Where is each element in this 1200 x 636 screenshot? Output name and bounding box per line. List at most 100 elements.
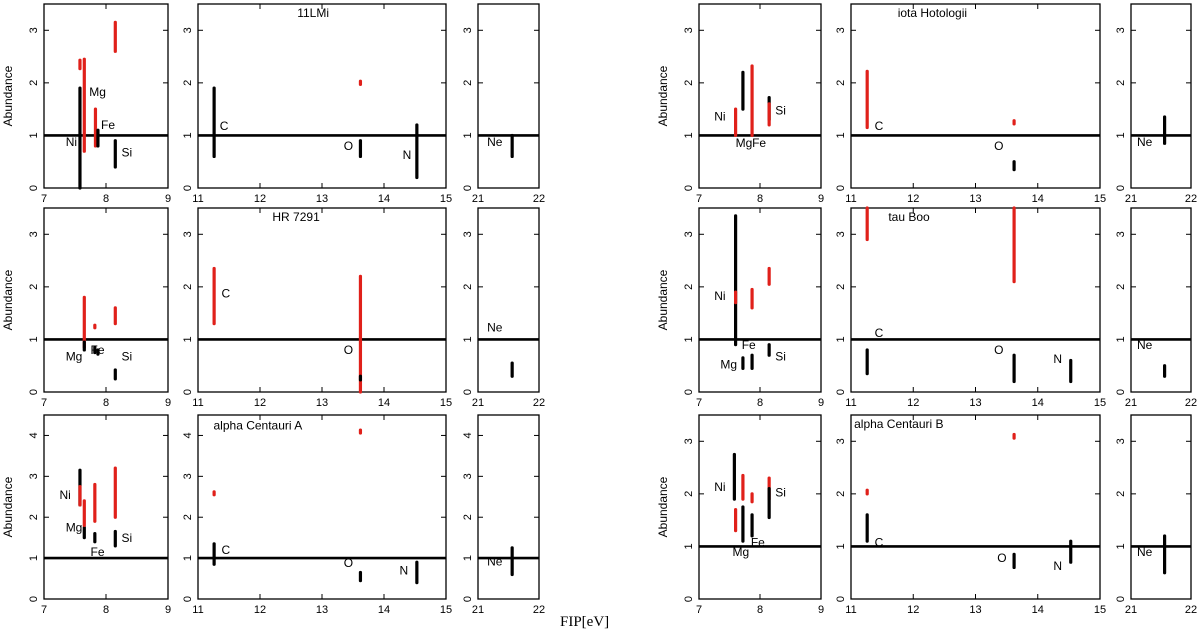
- x-tick-label: 21: [1125, 397, 1137, 409]
- x-tick-label: 13: [316, 193, 328, 205]
- x-tick-label: 15: [440, 604, 452, 616]
- x-tick-label: 22: [1185, 397, 1197, 409]
- element-label: N: [403, 148, 412, 162]
- x-tick-label: 22: [533, 397, 545, 409]
- x-tick-label: 14: [1032, 397, 1044, 409]
- y-tick-label: 3: [28, 473, 40, 479]
- y-tick-label: 1: [462, 555, 474, 561]
- y-tick-label: 0: [28, 389, 40, 395]
- x-tick-label: 13: [969, 397, 981, 409]
- x-tick-label: 8: [757, 397, 763, 409]
- x-tick-label: 22: [1185, 193, 1197, 205]
- y-tick-label: 0: [182, 185, 194, 191]
- x-tick-label: 7: [696, 604, 702, 616]
- y-tick-label: 0: [683, 185, 695, 191]
- x-tick-label: 12: [254, 397, 266, 409]
- element-label: Mg: [89, 85, 106, 99]
- element-label: Ne: [487, 554, 503, 568]
- panel-frame: [1130, 3, 1192, 189]
- x-tick-label: 14: [1032, 604, 1044, 616]
- y-tick-label: 1: [462, 132, 474, 138]
- element-label: Ne: [487, 321, 503, 335]
- x-tick-label: 7: [696, 397, 702, 409]
- x-tick-label: 22: [533, 193, 545, 205]
- y-tick-label: 1: [182, 132, 194, 138]
- panel-c: 21 22 0 1 2 3 Ne: [1115, 414, 1197, 616]
- y-tick-label: 3: [1115, 27, 1127, 33]
- x-tick-label: 9: [165, 397, 171, 409]
- panel-c: 21 22 0 1 2 3 Ne: [1115, 3, 1197, 205]
- y-tick-label: 0: [462, 389, 474, 395]
- x-tick-label: 8: [103, 193, 109, 205]
- y-tick-label: 3: [1115, 438, 1127, 444]
- y-tick-label: 2: [462, 284, 474, 290]
- element-label: O: [994, 343, 1003, 357]
- x-tick-label: 12: [254, 604, 266, 616]
- element-label: Mg: [66, 349, 83, 363]
- y-tick-label: 1: [1115, 543, 1127, 549]
- x-tick-label: 7: [41, 604, 47, 616]
- figure-x-axis-label: FIP[eV]: [560, 614, 610, 630]
- y-tick-label: 0: [182, 596, 194, 602]
- y-axis-label: Abundance: [1, 269, 15, 330]
- x-tick-label: 15: [1094, 604, 1106, 616]
- panel-frame: [43, 414, 169, 600]
- y-tick-label: 0: [28, 185, 40, 191]
- y-tick-label: 2: [462, 80, 474, 86]
- x-tick-label: 9: [818, 397, 824, 409]
- element-label: C: [222, 543, 231, 557]
- x-tick-label: 9: [165, 193, 171, 205]
- element-label: Fe: [91, 343, 105, 357]
- element-label: 11LMi: [297, 6, 329, 20]
- y-axis-label: Abundance: [1, 65, 15, 126]
- x-tick-label: 13: [316, 397, 328, 409]
- x-tick-label: 11: [845, 604, 856, 616]
- x-tick-label: 21: [472, 604, 484, 616]
- y-tick-label: 0: [1115, 185, 1127, 191]
- y-tick-label: 4: [182, 432, 194, 438]
- x-tick-label: 11: [845, 397, 856, 409]
- y-tick-label: 2: [28, 80, 40, 86]
- x-tick-label: 21: [472, 193, 484, 205]
- panel-frame: [197, 207, 447, 393]
- element-label: Si: [122, 531, 133, 545]
- x-tick-label: 8: [103, 604, 109, 616]
- y-axis-label: Abundance: [656, 269, 670, 330]
- y-tick-label: 3: [1115, 231, 1127, 237]
- element-label: HR 7291: [272, 210, 320, 224]
- y-axis-label: Abundance: [656, 476, 670, 537]
- panel-frame: [1130, 207, 1192, 393]
- x-tick-label: 22: [533, 604, 545, 616]
- y-tick-label: 4: [28, 432, 40, 438]
- element-label: Ne: [1137, 338, 1153, 352]
- element-label: Ne: [1137, 545, 1153, 559]
- panel-frame: [698, 414, 822, 600]
- panel-c: 21 22 0 1 2 3 Ne: [462, 3, 545, 205]
- y-tick-label: 3: [182, 27, 194, 33]
- y-tick-label: 1: [1115, 336, 1127, 342]
- x-tick-label: 9: [818, 604, 824, 616]
- x-tick-label: 12: [254, 193, 266, 205]
- x-tick-label: 15: [440, 193, 452, 205]
- element-label: O: [344, 556, 353, 570]
- y-tick-label: 1: [182, 336, 194, 342]
- panel-frame: [477, 207, 540, 393]
- element-label: C: [220, 119, 229, 133]
- x-tick-label: 9: [818, 193, 824, 205]
- y-tick-label: 2: [835, 491, 847, 497]
- panel-frame: [850, 3, 1101, 189]
- panel-frame: [43, 3, 169, 189]
- panel-a: 7 8 9 0 1 2 3 Mg Fe Si: [28, 207, 171, 409]
- panel-a: 7 8 9 0 1 2 3 4 Ni Mg Fe Si: [28, 414, 171, 616]
- y-tick-label: 0: [462, 185, 474, 191]
- x-tick-label: 21: [1125, 604, 1137, 616]
